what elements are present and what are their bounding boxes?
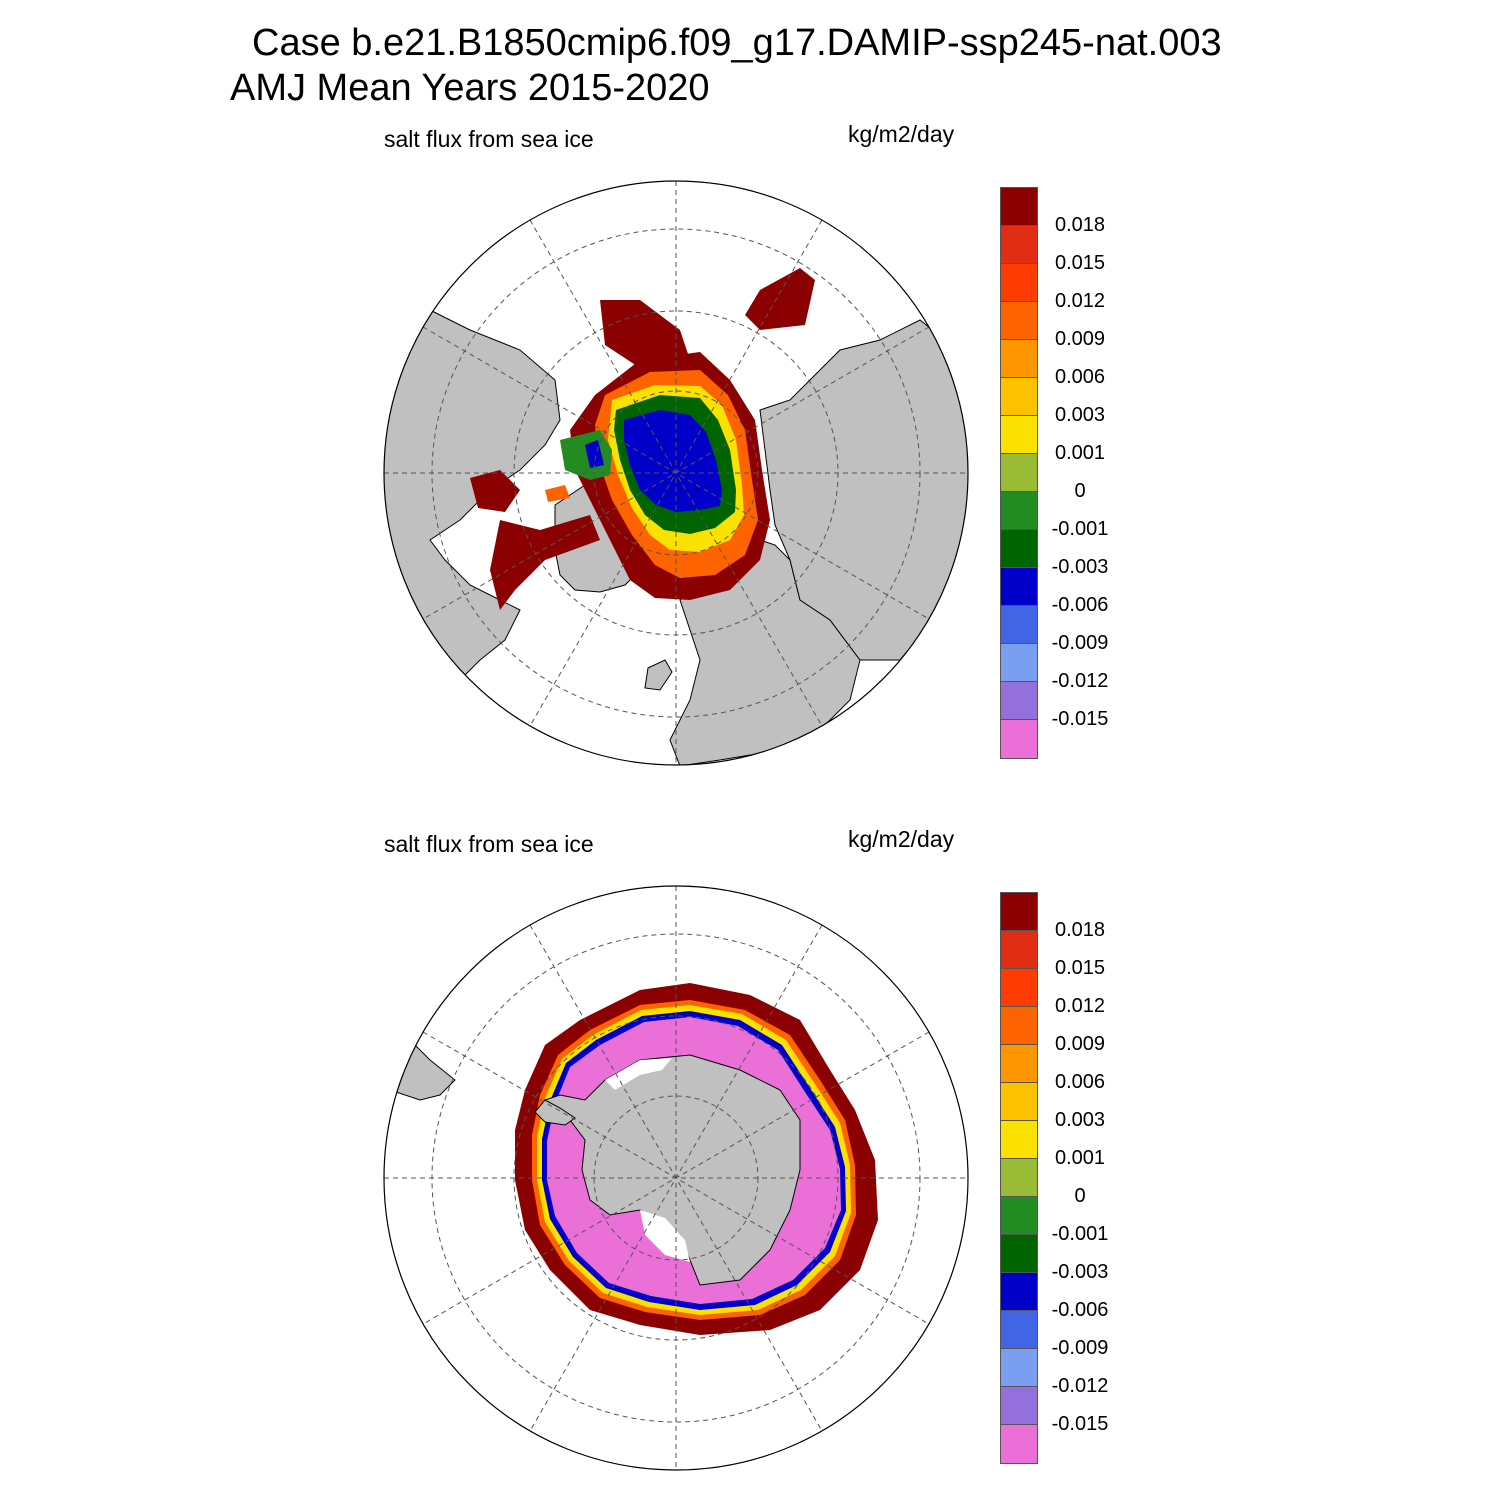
south-colorbar-box-14 (1001, 931, 1037, 969)
panel-south-units-label: kg/m2/day (848, 826, 955, 852)
north-colorbar-label: 0.006 (1054, 366, 1106, 388)
north-colorbar-box-12 (1001, 302, 1037, 340)
north-colorbar-label: 0 (1074, 480, 1086, 502)
north-graticule (384, 181, 968, 765)
south-colorbar-box-10 (1001, 1083, 1037, 1121)
south-colorbar-box-2 (1001, 1387, 1037, 1425)
north-okhotsk-positive (745, 268, 815, 330)
north-colorbar-box-13 (1001, 264, 1037, 302)
south-colorbar-label: 0.006 (1054, 1071, 1106, 1093)
north-ice-negative-center (624, 410, 722, 512)
iceland-landmass (644, 659, 673, 691)
north-colorbar-box-14 (1001, 226, 1037, 264)
north-colorbar-label: -0.015 (1051, 708, 1109, 730)
north-baffin-bay-orange (545, 485, 570, 502)
south-colorbar-box-7 (1001, 1197, 1037, 1235)
north-colorbar-label: 0.012 (1054, 290, 1106, 312)
north-colorbar (1000, 187, 1038, 759)
north-archipelago-negative-patches (585, 440, 604, 468)
north-colorbar-label: -0.006 (1051, 594, 1109, 616)
north-colorbar-label: 0.001 (1054, 442, 1106, 464)
south-colorbar-label: 0.003 (1054, 1109, 1106, 1131)
south-colorbar-box-4 (1001, 1311, 1037, 1349)
north-colorbar-box-9 (1001, 416, 1037, 454)
panel-north-units-label: kg/m2/day (848, 121, 955, 147)
north-colorbar-label: 0.009 (1054, 328, 1106, 350)
south-polar-map (383, 885, 969, 1471)
north-colorbar-label: 0.015 (1054, 252, 1106, 274)
figure-title-case: Case b.e21.B1850cmip6.f09_g17.DAMIP-ssp2… (252, 22, 1222, 64)
north-colorbar-label: -0.001 (1051, 518, 1109, 540)
south-colorbar-box-12 (1001, 1007, 1037, 1045)
south-colorbar-box-6 (1001, 1235, 1037, 1273)
north-colorbar-box-2 (1001, 682, 1037, 720)
south-colorbar-label: 0.001 (1054, 1147, 1106, 1169)
antarctic-peninsula (534, 1099, 576, 1126)
south-colorbar (1000, 892, 1038, 1464)
north-colorbar-label: -0.003 (1051, 556, 1109, 578)
north-hudson-bay-positive (470, 470, 520, 512)
north-colorbar-box-4 (1001, 606, 1037, 644)
north-canadian-archipelago-mixed (560, 430, 612, 480)
south-colorbar-label: 0.015 (1054, 957, 1106, 979)
north-colorbar-box-1 (1001, 720, 1037, 758)
north-colorbar-box-11 (1001, 340, 1037, 378)
south-colorbar-box-3 (1001, 1349, 1037, 1387)
south-colorbar-label: 0.012 (1054, 995, 1106, 1017)
south-colorbar-label: -0.012 (1051, 1375, 1109, 1397)
south-colorbar-box-11 (1001, 1045, 1037, 1083)
south-ice-shelf-ross (640, 1210, 690, 1262)
south-colorbar-label: 0 (1074, 1185, 1086, 1207)
north-labrador-sea-positive (490, 515, 600, 610)
north-colorbar-label: -0.009 (1051, 632, 1109, 654)
south-colorbar-box-1 (1001, 1425, 1037, 1463)
panel-north-variable-label: salt flux from sea ice (384, 126, 594, 152)
south-colorbar-label: -0.009 (1051, 1337, 1109, 1359)
south-colorbar-label: 0.009 (1054, 1033, 1106, 1055)
south-colorbar-box-15 (1001, 893, 1037, 931)
south-colorbar-box-9 (1001, 1121, 1037, 1159)
north-polar-map (383, 180, 969, 766)
north-colorbar-box-8 (1001, 454, 1037, 492)
south-colorbar-label: 0.018 (1054, 919, 1106, 941)
north-colorbar-box-6 (1001, 530, 1037, 568)
south-ice-shelf-weddell (605, 1058, 672, 1090)
north-bering-strait-positive (600, 300, 690, 368)
north-colorbar-box-5 (1001, 568, 1037, 606)
south-colorbar-box-8 (1001, 1159, 1037, 1197)
south-map-boundary (383, 885, 969, 1471)
north-colorbar-box-10 (1001, 378, 1037, 416)
south-colorbar-label: -0.001 (1051, 1223, 1109, 1245)
south-colorbar-box-5 (1001, 1273, 1037, 1311)
figure-title-period: AMJ Mean Years 2015-2020 (230, 67, 710, 109)
north-colorbar-box-15 (1001, 188, 1037, 226)
south-colorbar-label: -0.003 (1051, 1261, 1109, 1283)
south-graticule (384, 886, 968, 1470)
north-colorbar-label: -0.012 (1051, 670, 1109, 692)
north-colorbar-label: 0.003 (1054, 404, 1106, 426)
north-colorbar-box-7 (1001, 492, 1037, 530)
south-colorbar-label: -0.015 (1051, 1413, 1109, 1435)
north-colorbar-label: 0.018 (1054, 214, 1106, 236)
north-map-boundary (383, 180, 969, 766)
south-colorbar-box-13 (1001, 969, 1037, 1007)
panel-south-variable-label: salt flux from sea ice (384, 831, 594, 857)
north-colorbar-box-3 (1001, 644, 1037, 682)
south-colorbar-label: -0.006 (1051, 1299, 1109, 1321)
